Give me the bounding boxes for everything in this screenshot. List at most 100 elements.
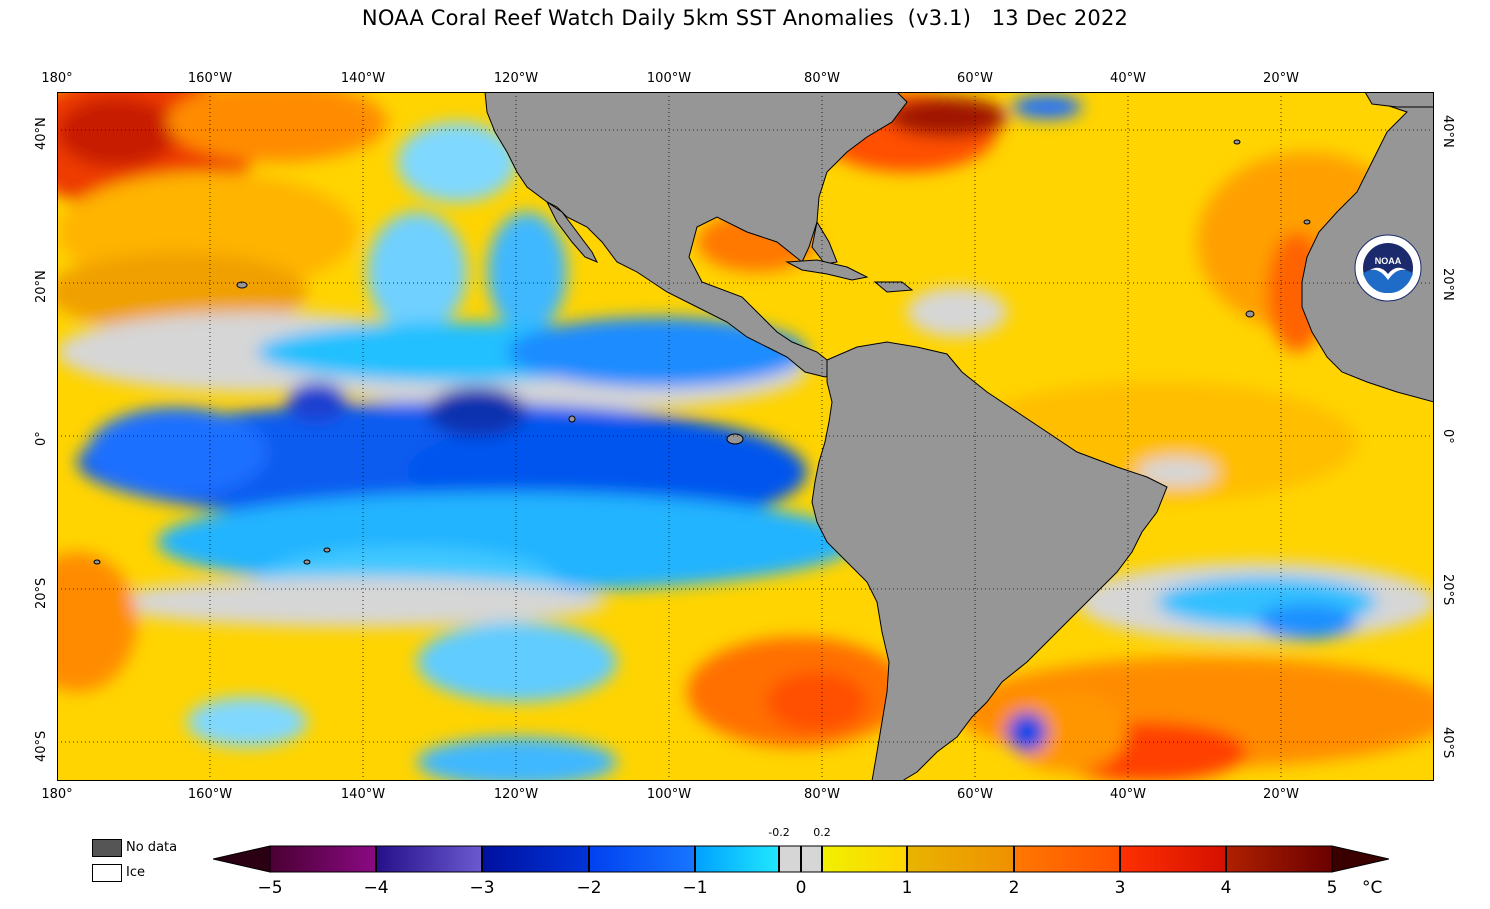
lon-label-top: 100°W — [646, 71, 692, 86]
colorbar-small-tick: 0.2 — [813, 826, 831, 839]
lat-label-right: 40°N — [1440, 115, 1455, 148]
colorbar-segment — [1226, 846, 1332, 872]
lat-label-right: 20°N — [1440, 268, 1455, 301]
lon-label-bottom: 80°W — [804, 787, 840, 802]
lon-label-top: 60°W — [957, 71, 993, 86]
colorbar-segment — [1120, 846, 1226, 872]
anomaly-patch-cool — [487, 212, 567, 332]
island — [726, 433, 744, 445]
island — [93, 559, 101, 565]
anomaly-patch-cool — [1012, 95, 1082, 119]
map-frame — [57, 92, 1434, 781]
cuba-island — [785, 259, 869, 281]
lon-label-bottom: 120°W — [493, 787, 539, 802]
lon-label-bottom: 40°W — [1110, 787, 1146, 802]
island — [1245, 310, 1255, 318]
anomaly-patch-cool — [287, 382, 347, 422]
lon-label-top: 140°W — [340, 71, 386, 86]
island — [236, 281, 248, 289]
lat-label-left: 40°S — [34, 730, 49, 762]
colorbar-segment — [589, 846, 695, 872]
ice-swatch — [92, 864, 122, 882]
colorbar-unit: °C — [1362, 878, 1383, 898]
graticule — [57, 92, 1434, 781]
iberian-peninsula — [1364, 92, 1434, 108]
island — [323, 547, 331, 553]
anomaly-patch-cool — [367, 212, 467, 332]
lon-label-bottom: 100°W — [646, 787, 692, 802]
lat-label-left: 40°N — [34, 117, 49, 150]
baja-california — [545, 200, 599, 263]
anomaly-patch-cool — [397, 122, 517, 202]
colorbar-segment — [482, 846, 589, 872]
colorbar-tick: −5 — [257, 878, 283, 898]
colorbar-tick: 3 — [1114, 878, 1126, 898]
sst-anomaly-map — [57, 92, 1434, 781]
colorbar-segment — [695, 846, 779, 872]
anomaly-patch-cool — [417, 622, 617, 702]
colorbar — [213, 845, 1389, 873]
lon-label-bottom: 180° — [41, 787, 73, 802]
island — [568, 415, 576, 423]
colorbar-tick: −4 — [363, 878, 389, 898]
colorbar-segment — [822, 846, 907, 872]
lon-label-bottom: 60°W — [957, 787, 993, 802]
lon-label-top: 160°W — [187, 71, 233, 86]
anomaly-patch-warm — [57, 552, 137, 692]
anomaly-patch-cool — [1007, 712, 1047, 752]
anomaly-patch-warm — [1007, 692, 1127, 772]
anomaly-patch-cool — [187, 697, 307, 747]
lat-label-left: 0° — [34, 431, 49, 446]
anomaly-patch-cool — [1257, 604, 1357, 640]
colorbar-segment — [1014, 846, 1120, 872]
lon-label-top: 40°W — [1110, 71, 1146, 86]
colorbar-segment — [907, 846, 1014, 872]
no-data-swatch — [92, 839, 122, 857]
anomaly-patch-cool — [507, 317, 807, 387]
land — [484, 92, 1434, 781]
anomaly-patch-warm — [887, 97, 1007, 137]
colorbar-segment — [270, 846, 376, 872]
lon-label-top: 20°W — [1263, 71, 1299, 86]
colorbar-max-arrow — [1331, 845, 1389, 873]
lat-label-right: 40°S — [1440, 727, 1455, 759]
colorbar-tick: −2 — [576, 878, 602, 898]
colorbar-small-tick: -0.2 — [768, 826, 790, 839]
colorbar-tick: −1 — [682, 878, 708, 898]
noaa-logo-text: NOAA — [1375, 256, 1402, 266]
island — [303, 559, 311, 565]
lon-label-top: 120°W — [493, 71, 539, 86]
island — [1303, 219, 1311, 225]
anomaly-patch-warm — [167, 92, 387, 162]
island — [1233, 139, 1241, 145]
hispaniola-island — [873, 281, 914, 293]
lat-label-left: 20°N — [34, 270, 49, 303]
anomaly-patch-neutral — [1137, 457, 1217, 487]
anomaly-patch-warm — [57, 252, 307, 332]
colorbar-segment — [376, 846, 482, 872]
colorbar-tick: 0 — [795, 878, 807, 898]
colorbar-tick: 2 — [1008, 878, 1020, 898]
map-title: NOAA Coral Reef Watch Daily 5km SST Anom… — [361, 6, 1129, 30]
south-america-landmass — [811, 341, 1168, 781]
noaa-logo: NOAA — [1354, 234, 1422, 302]
lat-label-left: 20°S — [34, 577, 49, 609]
lat-label-right: 0° — [1440, 429, 1455, 444]
islands — [93, 139, 1311, 565]
lon-label-top: 180° — [41, 71, 73, 86]
colorbar-tick: 1 — [901, 878, 913, 898]
colorbar-tick: 5 — [1326, 878, 1338, 898]
no-data-label: No data — [126, 840, 178, 855]
anomaly-patch-warm — [767, 672, 867, 732]
anomaly-patch-cool — [417, 737, 617, 781]
anomaly-patch-cool — [87, 407, 267, 497]
colorbar-tick: −3 — [469, 878, 495, 898]
lon-label-bottom: 20°W — [1263, 787, 1299, 802]
colorbar-min-arrow — [213, 845, 271, 873]
colorbar-tick: 4 — [1220, 878, 1232, 898]
anomaly-patch-neutral — [907, 287, 1007, 337]
anomaly-patch-warm — [57, 97, 177, 167]
lat-label-right: 20°S — [1440, 574, 1455, 606]
lon-label-bottom: 140°W — [340, 787, 386, 802]
lon-label-bottom: 160°W — [187, 787, 233, 802]
